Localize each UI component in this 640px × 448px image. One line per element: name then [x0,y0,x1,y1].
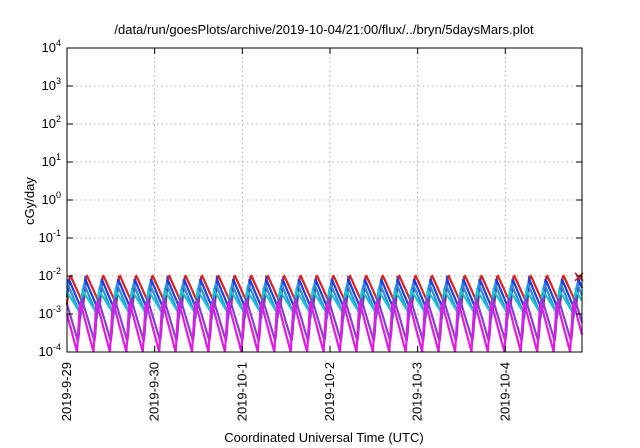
y-tick-label-exponent: 2 [56,114,61,124]
y-tick-label: 102 [42,114,61,131]
series-line [65,301,584,353]
y-tick-label-exponent: -4 [53,342,61,352]
x-tick-label: 2019-10-3 [410,362,425,421]
y-tick-label-exponent: 1 [56,152,61,162]
y-tick-label-base: 10 [42,78,56,93]
y-tick-label-base: 10 [39,268,53,283]
x-tick-label: 2019-10-2 [322,362,337,421]
y-tick-label: 103 [42,76,61,93]
y-axis-label: cGy/day [22,177,37,225]
y-tick-label-exponent: 4 [56,38,61,48]
x-tick-label: 2019-10-4 [497,362,512,421]
y-tick-label: 10-4 [39,342,61,359]
y-tick-label: 100 [42,190,61,207]
x-tick-label: 2019-9-30 [147,362,162,421]
y-tick-label: 10-3 [39,304,61,321]
y-tick-label-base: 10 [42,192,56,207]
series-line [65,274,584,313]
y-tick-label-base: 10 [42,154,56,169]
x-tick-label: 2019-9-29 [59,362,74,421]
chart-title: /data/run/goesPlots/archive/2019-10-04/2… [114,22,534,37]
y-tick-label-exponent: -1 [53,228,61,238]
y-tick-label: 10-2 [39,266,61,283]
y-tick-label-base: 10 [39,306,53,321]
series-line [66,287,583,313]
y-tick-label-base: 10 [42,116,56,131]
y-tick-label: 104 [42,38,61,55]
y-tick-label-base: 10 [39,230,53,245]
y-tick-label-exponent: 0 [56,190,61,200]
x-axis: 2019-9-29 2019-9-30 2019-10-1 2019-10-2 2019… [59,48,512,421]
x-axis-label: Coordinated Universal Time (UTC) [224,430,423,445]
data-series-group [65,272,584,353]
y-tick-label-base: 10 [39,344,53,359]
y-tick-label-exponent: -3 [53,304,61,314]
x-tick-label: 2019-10-1 [234,362,249,421]
y-tick-label: 10-1 [39,228,61,245]
y-tick-label-exponent: 3 [56,76,61,86]
y-tick-label-base: 10 [42,40,56,55]
y-tick-label-exponent: -2 [53,266,61,276]
y-tick-label: 101 [42,152,61,169]
